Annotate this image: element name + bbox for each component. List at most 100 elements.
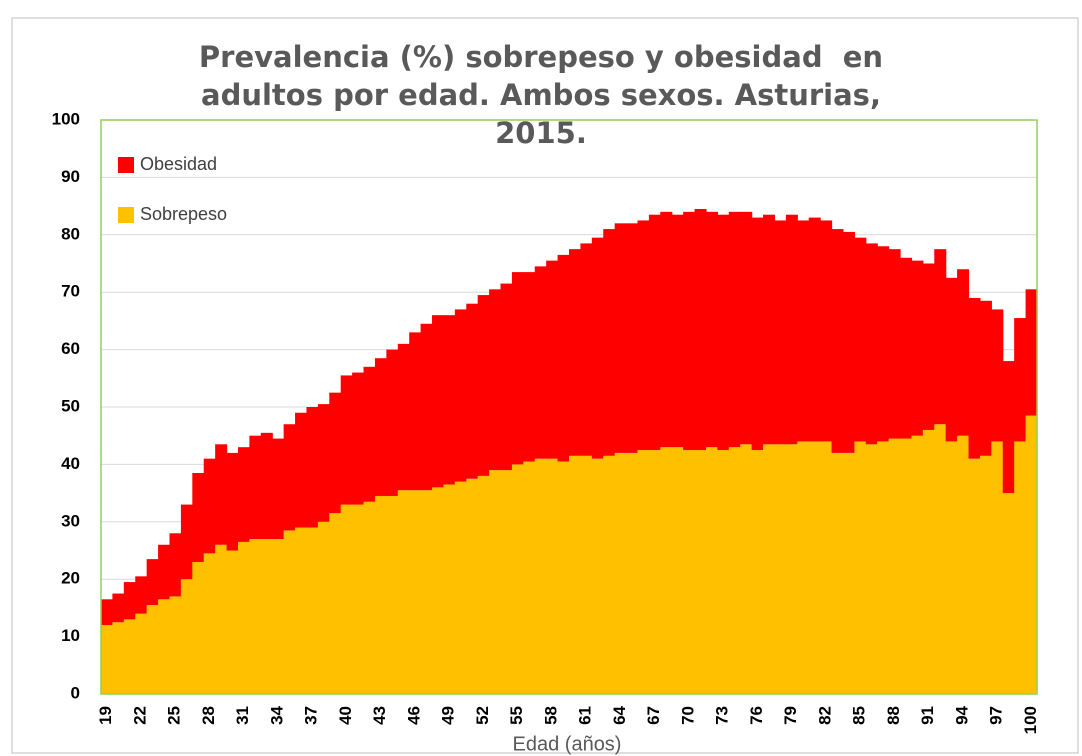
legend-label: Sobrepeso bbox=[140, 204, 227, 224]
bar-segment bbox=[603, 455, 616, 694]
bar-segment bbox=[283, 424, 296, 531]
bar-segment bbox=[101, 599, 114, 626]
bar-segment bbox=[934, 424, 947, 694]
bar-segment bbox=[397, 490, 410, 694]
bar-segment bbox=[751, 217, 764, 451]
x-tick-label: 91 bbox=[918, 706, 937, 725]
bar-segment bbox=[180, 579, 193, 694]
x-tick-label: 76 bbox=[747, 706, 766, 725]
bar-segment bbox=[877, 441, 890, 694]
bar-segment bbox=[660, 211, 673, 448]
bar-segment bbox=[1014, 441, 1027, 694]
bar-segment bbox=[340, 375, 353, 505]
bar-segment bbox=[374, 495, 387, 694]
bar-segment bbox=[237, 541, 250, 694]
bar-segment bbox=[363, 366, 376, 502]
bar-segment bbox=[922, 429, 935, 694]
bar-segment bbox=[249, 539, 262, 694]
bar-segment bbox=[306, 527, 319, 694]
bar-segment bbox=[534, 458, 547, 694]
bar-segment bbox=[1025, 289, 1038, 416]
bar-segment bbox=[432, 315, 445, 488]
x-tick-label: 85 bbox=[850, 706, 869, 725]
bar-segment bbox=[854, 237, 867, 442]
bar-segment bbox=[295, 527, 308, 694]
x-tick-label: 70 bbox=[678, 706, 697, 725]
y-tick-label: 10 bbox=[61, 626, 80, 645]
bar-segment bbox=[580, 455, 593, 694]
bar-segment bbox=[648, 450, 661, 694]
bar-segment bbox=[591, 237, 604, 459]
bar-segment bbox=[751, 450, 764, 694]
bar-segment bbox=[112, 593, 125, 623]
bar-segment bbox=[260, 432, 273, 540]
y-tick-label: 70 bbox=[61, 282, 80, 301]
bar-segment bbox=[911, 435, 924, 694]
x-tick-label: 52 bbox=[473, 706, 492, 725]
x-tick-label: 28 bbox=[199, 706, 218, 725]
bar-segment bbox=[740, 211, 753, 445]
bar-segment bbox=[774, 220, 787, 445]
x-tick-label: 100 bbox=[1021, 706, 1040, 734]
bar-segment bbox=[420, 490, 433, 694]
bar-segment bbox=[146, 559, 159, 606]
bar-segment bbox=[671, 214, 684, 448]
bar-segment bbox=[911, 260, 924, 436]
bar-segment bbox=[112, 622, 125, 694]
y-tick-label: 60 bbox=[61, 339, 80, 358]
bar-segment bbox=[477, 475, 490, 694]
x-tick-label: 43 bbox=[370, 706, 389, 725]
x-tick-label: 94 bbox=[952, 705, 971, 724]
bar-segment bbox=[842, 231, 855, 453]
bar-segment bbox=[740, 444, 753, 694]
bar-segment bbox=[854, 441, 867, 694]
bar-segment bbox=[763, 214, 776, 445]
bar-segment bbox=[249, 435, 262, 540]
bar-segment bbox=[934, 249, 947, 425]
bar-segment bbox=[386, 349, 399, 496]
bar-segment bbox=[546, 458, 559, 694]
x-tick-label: 97 bbox=[987, 706, 1006, 725]
bar-segment bbox=[489, 470, 502, 694]
bar-segment bbox=[683, 450, 696, 694]
bar-segment bbox=[808, 217, 821, 442]
bar-segment bbox=[272, 438, 285, 540]
bar-segment bbox=[295, 412, 308, 528]
bar-segment bbox=[523, 272, 536, 462]
bar-segment bbox=[203, 553, 216, 694]
bar-segment bbox=[534, 266, 547, 459]
bar-segment bbox=[968, 297, 981, 459]
bar-segment bbox=[500, 283, 513, 471]
bar-segment bbox=[614, 452, 627, 694]
bar-segment bbox=[888, 438, 901, 694]
x-tick-label: 61 bbox=[576, 706, 595, 725]
bar-segment bbox=[957, 435, 970, 694]
bar-segment bbox=[466, 478, 479, 694]
bar-segment bbox=[945, 441, 958, 694]
bar-segment bbox=[192, 473, 205, 562]
bar-segment bbox=[329, 392, 342, 514]
bar-segment bbox=[694, 450, 707, 694]
bar-segment bbox=[340, 504, 353, 694]
bar-segment bbox=[968, 458, 981, 694]
frame bbox=[11, 17, 1079, 754]
bar-segment bbox=[900, 438, 913, 694]
x-tick-label: 37 bbox=[302, 706, 321, 725]
y-tick-label: 80 bbox=[61, 224, 80, 243]
bar-segment bbox=[763, 444, 776, 694]
x-axis-label: Edad (años) bbox=[513, 733, 622, 755]
legend-swatch bbox=[118, 157, 134, 173]
bar-segment bbox=[420, 323, 433, 491]
bar-segment bbox=[637, 450, 650, 694]
plot-border bbox=[100, 119, 1038, 695]
y-tick-label: 100 bbox=[52, 109, 80, 128]
bar-segment bbox=[922, 263, 935, 430]
bar-segment bbox=[979, 300, 992, 456]
y-tick-label: 40 bbox=[61, 454, 80, 473]
bar-segment bbox=[226, 452, 239, 551]
bar-segment bbox=[260, 539, 273, 694]
y-tick-label: 0 bbox=[71, 683, 80, 702]
bar-segment bbox=[443, 315, 456, 485]
bar-segment bbox=[957, 269, 970, 436]
